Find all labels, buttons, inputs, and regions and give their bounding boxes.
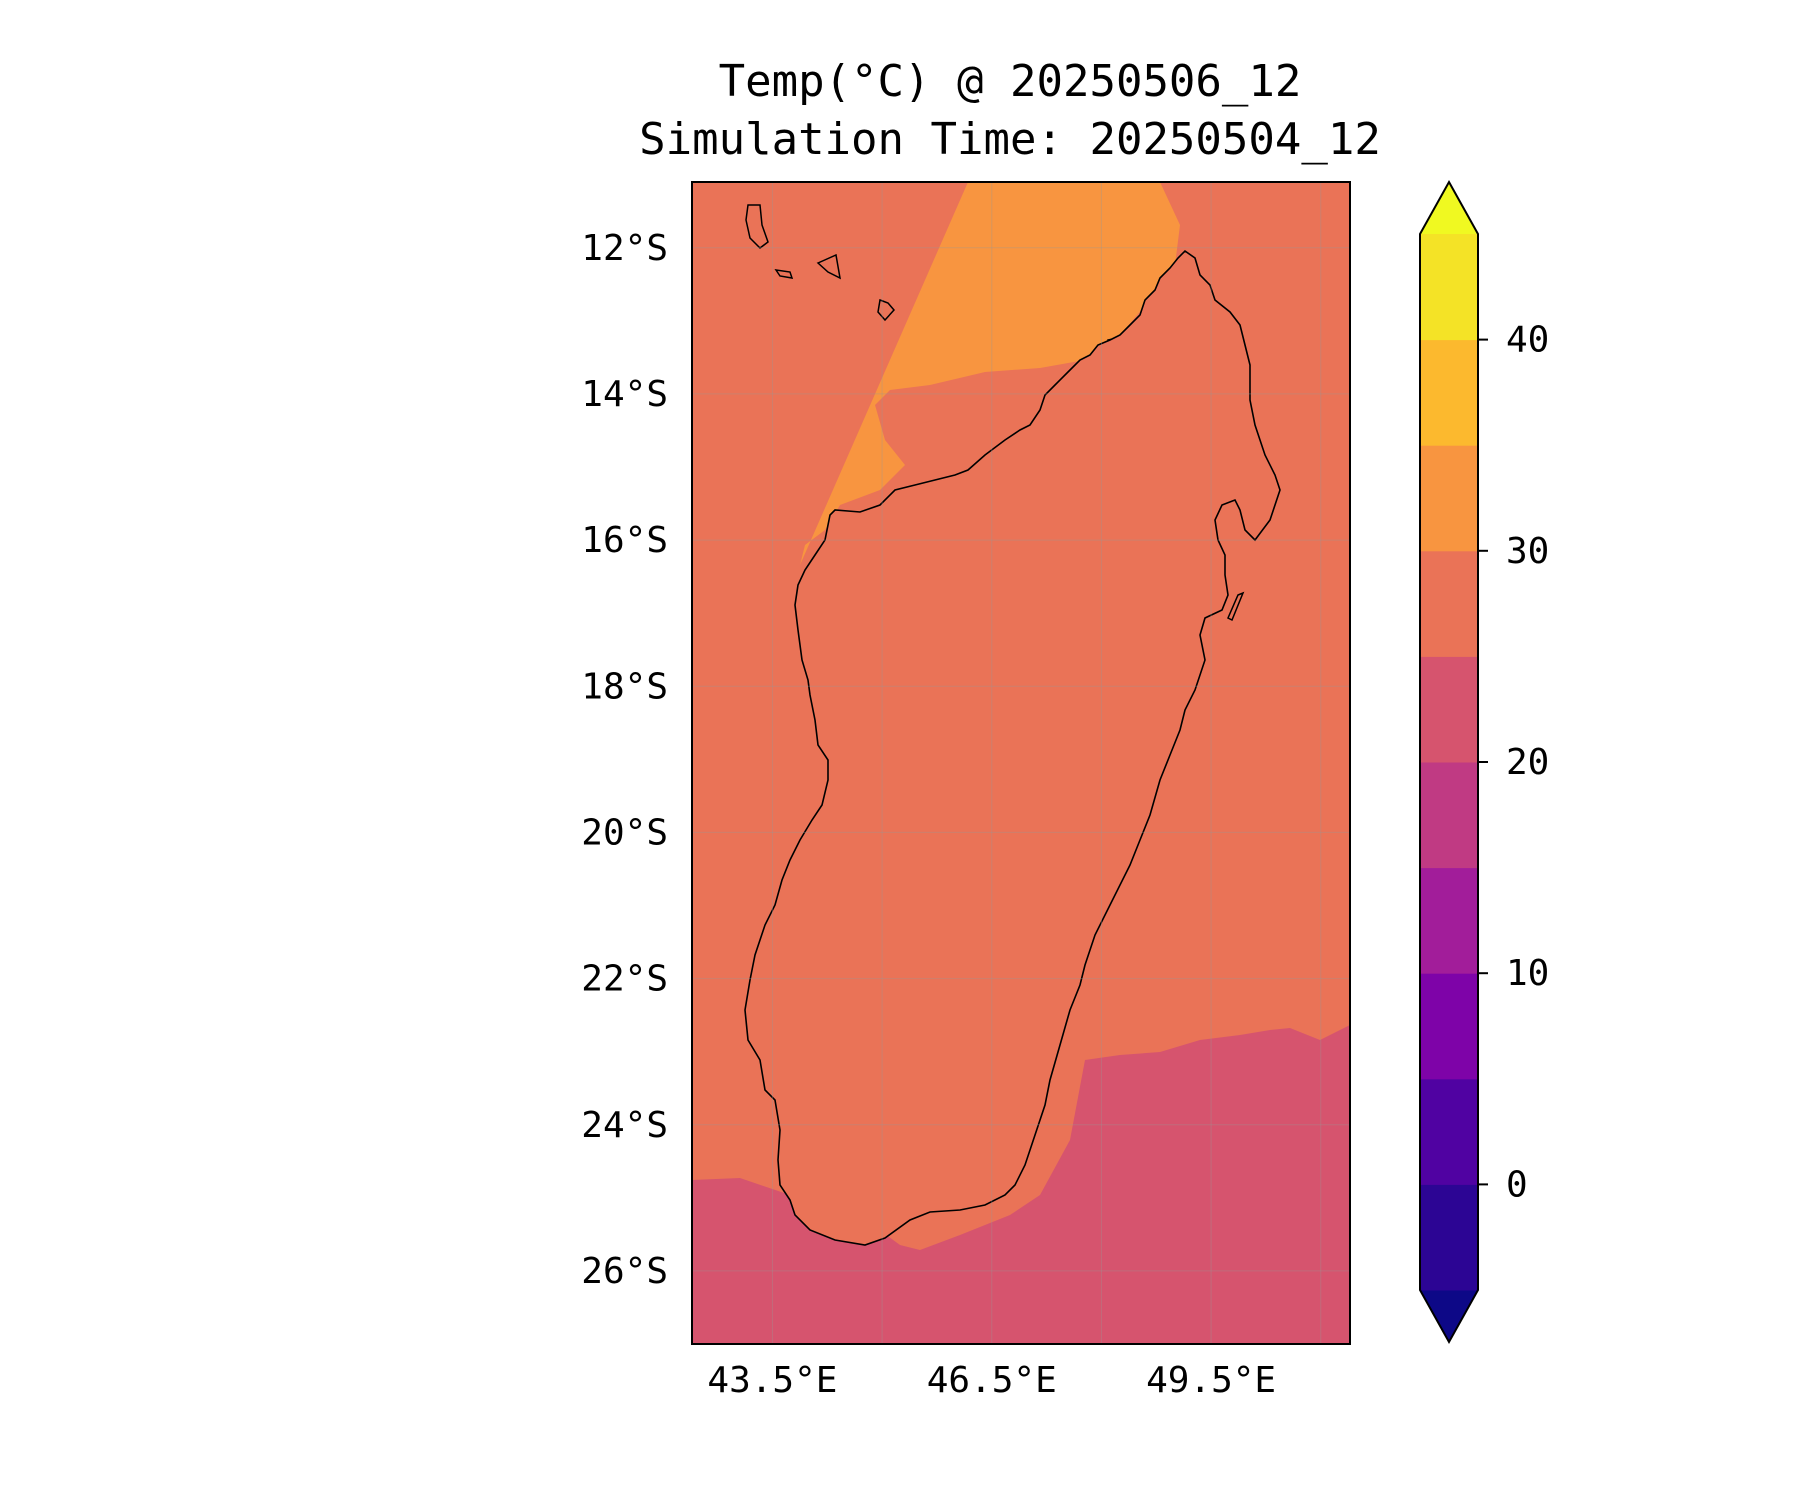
colorbar-tick-label: 40 bbox=[1506, 320, 1549, 361]
colorbar-segment bbox=[1420, 1184, 1478, 1291]
comoros-island-3 bbox=[816, 253, 841, 280]
colorbar-segment bbox=[1420, 550, 1478, 657]
colorbar-segment bbox=[1420, 234, 1478, 341]
colorbar-tick-label: 20 bbox=[1506, 742, 1549, 783]
colorbar-extend-low bbox=[1420, 1290, 1478, 1342]
lat-tick-label: 14°S bbox=[581, 374, 668, 415]
comoros-island-2 bbox=[774, 269, 794, 279]
colorbar: 0 10 20 30 40 bbox=[1419, 179, 1549, 1345]
longitude-tick-labels: 43.5°E 46.5°E 49.5°E bbox=[707, 1360, 1276, 1401]
colorbar-segment bbox=[1420, 867, 1478, 974]
nosy-boraha-island bbox=[1227, 591, 1245, 622]
colorbar-segment bbox=[1420, 762, 1478, 869]
lat-tick-label: 24°S bbox=[581, 1105, 668, 1146]
lon-tick-label: 43.5°E bbox=[707, 1360, 837, 1401]
sea-band-20-25 bbox=[692, 1025, 1350, 1344]
map-frame bbox=[691, 181, 1351, 1345]
mayotte-island bbox=[877, 298, 895, 322]
colorbar-extend-high bbox=[1420, 182, 1478, 234]
latitude-tick-labels: 12°S 14°S 16°S 18°S 20°S 22°S 24°S 26°S bbox=[581, 228, 668, 1292]
lat-tick-label: 26°S bbox=[581, 1251, 668, 1292]
map-title-line2: Simulation Time: 20250504_12 bbox=[639, 114, 1381, 165]
colorbar-segment bbox=[1420, 973, 1478, 1080]
colorbar-tick-label: 10 bbox=[1506, 953, 1549, 994]
colorbar-tick-label: 30 bbox=[1506, 531, 1549, 572]
lat-tick-label: 18°S bbox=[581, 666, 668, 707]
lat-tick-label: 20°S bbox=[581, 812, 668, 853]
colorbar-segment bbox=[1420, 656, 1478, 763]
colorbar-tick-label: 0 bbox=[1506, 1164, 1528, 1205]
colorbar-segment bbox=[1420, 339, 1478, 446]
comoros-island-1 bbox=[745, 204, 769, 249]
colorbar-outline bbox=[1419, 179, 1479, 1345]
lat-tick-label: 22°S bbox=[581, 959, 668, 1000]
lat-tick-label: 16°S bbox=[581, 520, 668, 561]
map-gridlines bbox=[692, 182, 1350, 1344]
lon-tick-label: 49.5°E bbox=[1146, 1360, 1276, 1401]
map-panel bbox=[692, 182, 1350, 1344]
colorbar-segment bbox=[1420, 445, 1478, 552]
map-title-line1: Temp(°C) @ 20250506_12 bbox=[719, 56, 1302, 107]
lat-tick-label: 12°S bbox=[581, 228, 668, 269]
lon-tick-label: 46.5°E bbox=[927, 1360, 1057, 1401]
sea-band-30-35 bbox=[800, 182, 1180, 565]
colorbar-segment bbox=[1420, 1078, 1478, 1185]
